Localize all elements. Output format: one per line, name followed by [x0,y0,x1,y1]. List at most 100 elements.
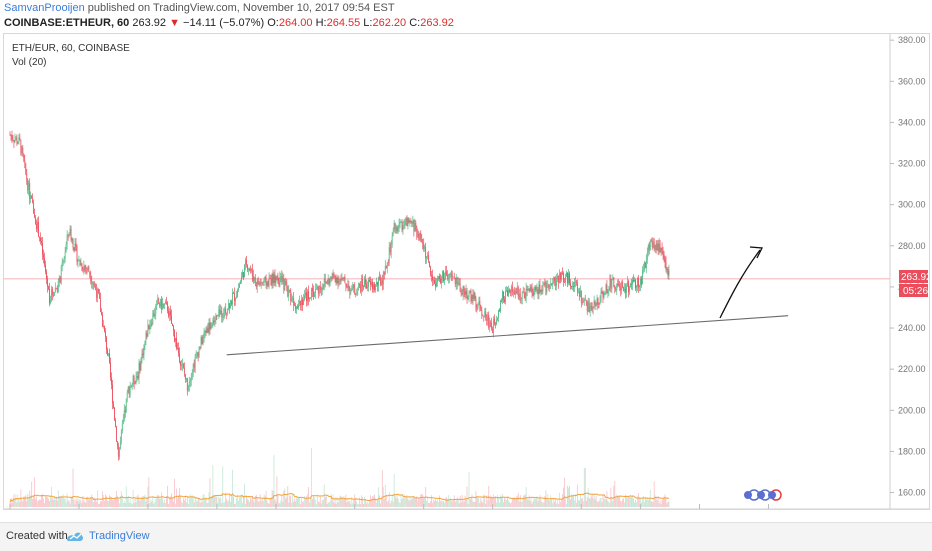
candle-body [581,302,583,304]
volume-bar [258,501,260,507]
volume-bar [353,500,355,507]
candle-body [589,305,591,313]
volume-bar [120,491,122,507]
volume-bar [508,502,510,507]
volume-bar [622,499,624,507]
volume-bar [340,495,342,507]
candle-body [644,262,646,269]
volume-bar [520,502,522,507]
candle-body [286,282,288,287]
price-chart[interactable]: 380.00360.00340.00320.00300.00280.00260.… [2,34,932,522]
volume-bar [464,495,466,507]
volume-bar [595,495,597,507]
volume-bar [115,490,117,507]
candle-body [492,328,494,333]
candle-body [227,309,229,314]
forecast-arrow[interactable] [719,249,761,319]
candle-body [597,298,599,304]
candle-body [567,272,568,284]
volume-bar [461,495,463,507]
badges[interactable] [744,489,782,501]
candle-body [302,299,303,305]
candle-body [196,352,198,354]
candle-body [40,237,41,242]
candle-body [350,289,352,293]
candle-body [399,222,401,225]
candle-body [529,289,531,292]
volume-bar [28,498,30,507]
volume-bar [444,498,446,507]
volume-bar [254,495,256,507]
volume-bar [366,503,367,507]
candle-body [20,139,22,154]
volume-bar [449,497,451,507]
chart-area[interactable]: 380.00360.00340.00320.00300.00280.00260.… [2,33,932,522]
volume-bar [432,502,433,507]
candle-body [248,269,250,270]
volume-bar [662,498,664,507]
volume-bar [437,499,438,507]
volume-bar [309,502,310,507]
ohlc-open-label: O: [267,17,279,29]
volume-bar [559,492,561,507]
candle-body [418,233,420,241]
candle-body [291,298,293,301]
volume-bar [123,500,125,507]
candle-body [414,222,416,231]
candle-body [208,322,210,333]
candle-body [306,292,307,302]
volume-bar [119,496,121,507]
volume-bar [450,500,452,507]
candle-body [167,302,168,311]
candle-body [614,287,616,289]
volume-bar [592,498,594,507]
candle-body [319,285,321,290]
volume-bar [80,500,82,507]
volume-bar [377,499,378,507]
volume-bar [477,497,479,507]
footer-bar: Created with TradingView [0,522,932,551]
volume-bar [379,503,381,507]
volume-bar [75,498,77,507]
candle-body [634,279,635,282]
tradingview-link[interactable]: TradingView [89,530,150,542]
candle-body [84,266,86,268]
candle-body [52,294,54,296]
candle-body [252,275,254,281]
volume-bar [583,467,585,507]
y-tick-label: 320.00 [898,159,926,169]
candle-body [249,269,251,271]
candle-body [420,233,422,239]
volume-bar [350,503,352,507]
candle-body [441,277,442,283]
volume-bar [376,502,377,507]
author-link[interactable]: SamvanProoijen [4,2,85,14]
volume-bar [582,501,584,507]
candle-body [432,275,433,281]
volume-bar [504,497,505,507]
candle-body [568,273,569,284]
volume-bar [296,497,298,507]
volume-bar [320,503,322,507]
candle-body [223,312,225,317]
volume-bar [146,499,148,507]
candle-body [389,247,391,253]
volume-bar [599,497,601,507]
volume-bar [325,495,327,507]
volume-bar [166,496,168,507]
trendline[interactable] [226,315,789,356]
volume-bar [388,491,390,507]
volume-bar [411,498,413,507]
volume-bar [189,494,191,507]
volume-bar [668,500,670,507]
candle-body [415,222,417,228]
volume-bar [433,499,434,507]
volume-bar [165,502,167,507]
candle-body [466,290,468,299]
volume-bar [46,496,47,507]
candle-body [294,305,296,307]
volume-bar [285,498,287,507]
candle-body [340,279,342,281]
candle-body [280,276,282,278]
volume-bar [241,494,242,507]
